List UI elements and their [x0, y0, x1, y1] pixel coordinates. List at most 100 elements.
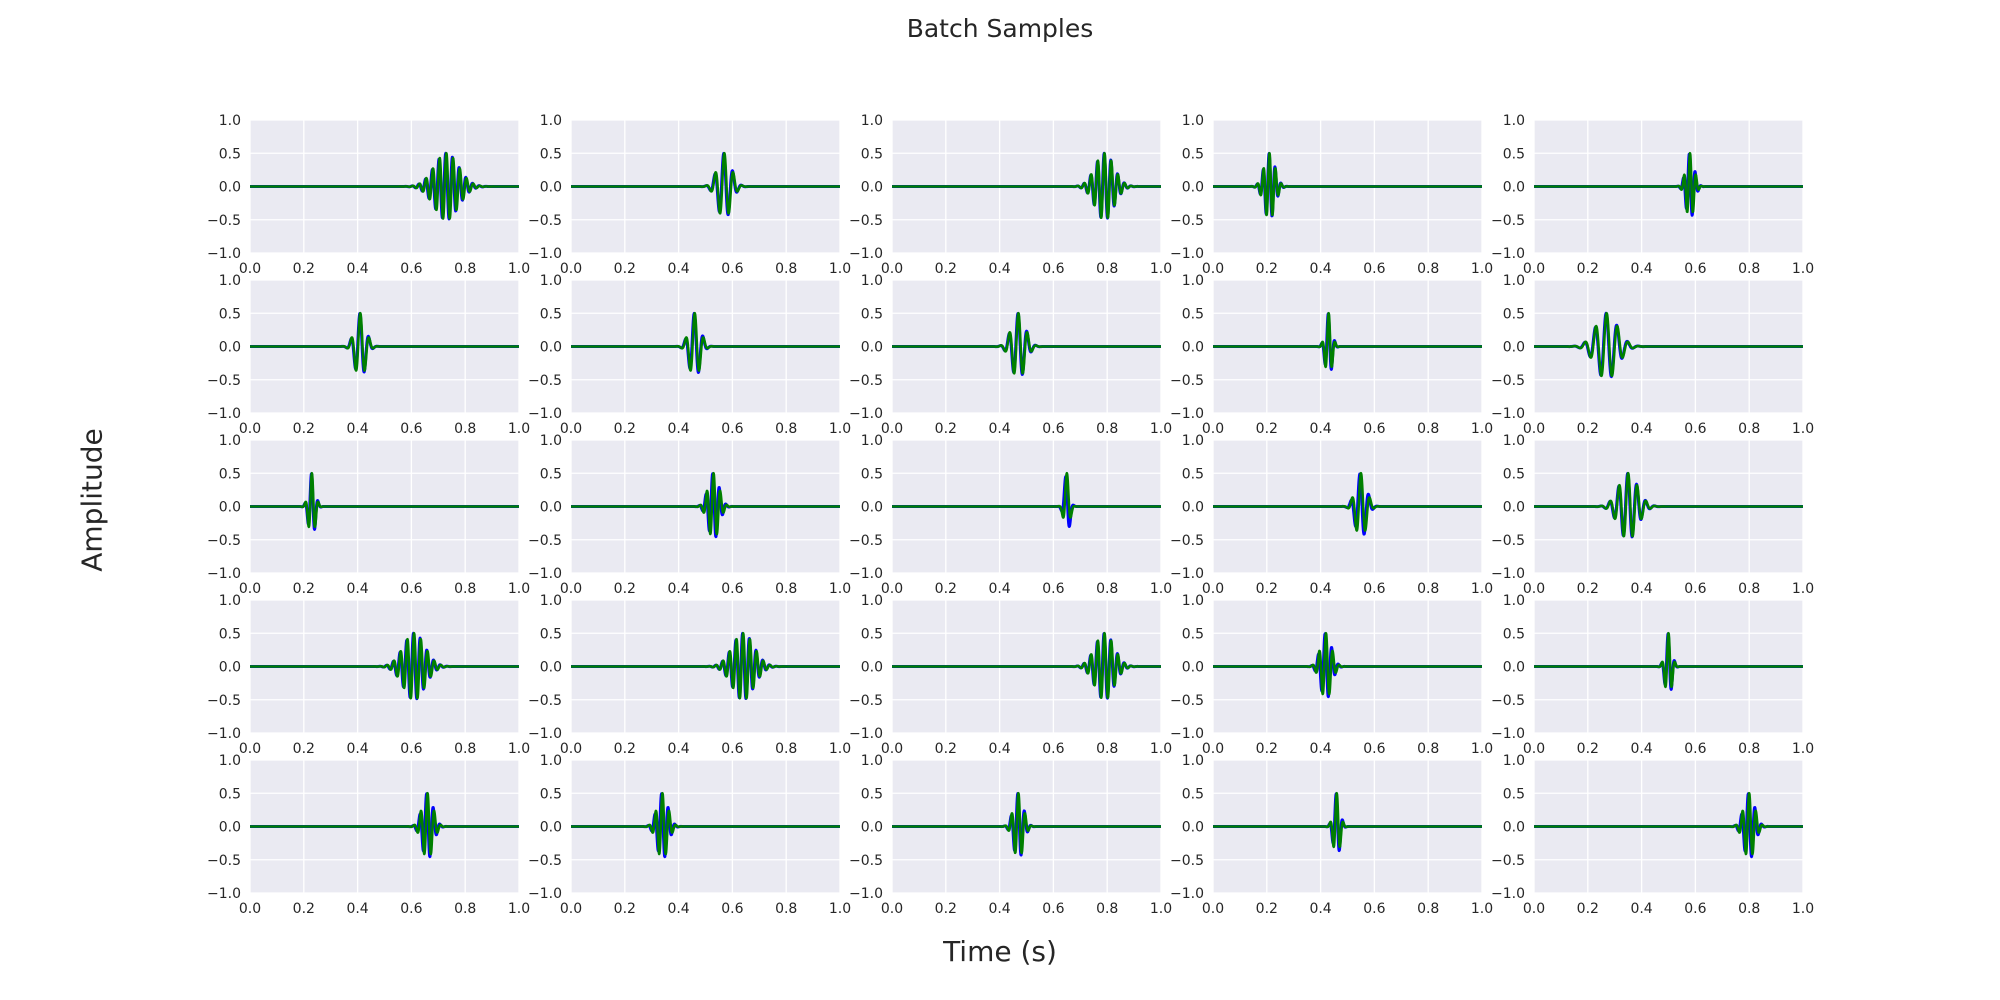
x-tick-label: 0.0 [239, 421, 261, 437]
y-tick-label: −0.5 [1491, 693, 1525, 709]
series-line-green [891, 791, 1162, 855]
subplot-13: 0.0 0.2 0.4 0.6 0.8 1.0 1.0 0.5 0.0 −0.5 −1.0 [849, 433, 1172, 597]
x-tick-label: 0.6 [721, 901, 743, 917]
y-tick-label: 0.5 [540, 146, 562, 162]
series-line-green [570, 791, 841, 856]
x-tick-label: 1.0 [1792, 901, 1814, 917]
x-tick-label: 0.6 [1042, 581, 1064, 597]
y-tick-label: −1.0 [528, 246, 562, 262]
y-tick-label: 0.5 [1182, 626, 1204, 642]
y-tick-label: 0.5 [861, 626, 883, 642]
y-tick-label: −0.5 [207, 533, 241, 549]
x-tick-label: 0.8 [454, 421, 476, 437]
y-tick-label: −1.0 [1491, 886, 1525, 902]
subplot-8: 0.0 0.2 0.4 0.6 0.8 1.0 1.0 0.5 0.0 −0.5 −1.0 [849, 273, 1172, 437]
x-tick-label: 0.6 [1684, 741, 1706, 757]
x-tick-label: 0.4 [667, 901, 689, 917]
y-tick-label: −0.5 [528, 213, 562, 229]
y-tick-label: 0.0 [1182, 340, 1204, 356]
y-tick-label: 0.0 [861, 500, 883, 516]
x-tick-label: 0.4 [667, 581, 689, 597]
y-tick-label: −1.0 [849, 246, 883, 262]
x-tick-label: 0.6 [400, 421, 422, 437]
y-tick-label: 0.5 [219, 626, 241, 642]
x-tick-label: 1.0 [1150, 421, 1172, 437]
series-line-green [1212, 471, 1483, 532]
x-tick-label: 0.2 [614, 901, 636, 917]
series-line-green [1212, 311, 1483, 369]
y-tick-label: 1.0 [1182, 433, 1204, 449]
x-tick-label: 0.8 [454, 261, 476, 277]
x-tick-label: 0.2 [293, 901, 315, 917]
y-tick-label: −1.0 [207, 246, 241, 262]
subplot-11: 0.0 0.2 0.4 0.6 0.8 1.0 1.0 0.5 0.0 −0.5 −1.0 [207, 433, 530, 597]
y-tick-label: 0.5 [219, 146, 241, 162]
series-line-green [570, 311, 841, 372]
y-tick-label: 0.5 [540, 466, 562, 482]
x-tick-label: 0.4 [667, 261, 689, 277]
x-tick-label: 1.0 [1471, 901, 1493, 917]
y-tick-label: 1.0 [540, 753, 562, 769]
series-line-green [1212, 791, 1483, 849]
x-tick-label: 1.0 [508, 741, 530, 757]
x-tick-label: 0.0 [239, 901, 261, 917]
x-tick-label: 0.8 [454, 581, 476, 597]
x-tick-label: 0.6 [400, 741, 422, 757]
x-tick-label: 0.2 [1577, 741, 1599, 757]
y-tick-label: −1.0 [1491, 726, 1525, 742]
x-tick-label: 0.0 [1523, 261, 1545, 277]
x-tick-label: 0.0 [881, 901, 903, 917]
x-tick-label: 0.4 [988, 421, 1010, 437]
y-tick-label: 0.5 [861, 146, 883, 162]
y-tick-label: −0.5 [1170, 693, 1204, 709]
x-tick-label: 0.4 [1309, 741, 1331, 757]
y-tick-label: −0.5 [1170, 853, 1204, 869]
y-tick-label: 0.5 [861, 786, 883, 802]
x-tick-label: 1.0 [508, 261, 530, 277]
x-tick-label: 1.0 [1471, 741, 1493, 757]
x-tick-label: 0.6 [721, 741, 743, 757]
x-tick-label: 0.8 [1096, 901, 1118, 917]
x-tick-label: 0.6 [1684, 421, 1706, 437]
x-tick-label: 0.0 [1523, 581, 1545, 597]
x-tick-label: 0.8 [1417, 261, 1439, 277]
x-tick-label: 0.4 [346, 421, 368, 437]
y-tick-label: −0.5 [528, 373, 562, 389]
x-tick-label: 0.8 [1738, 421, 1760, 437]
y-tick-label: −0.5 [207, 373, 241, 389]
series-line-green [1533, 631, 1804, 689]
x-tick-label: 0.8 [775, 741, 797, 757]
x-tick-label: 0.0 [560, 581, 582, 597]
y-tick-label: 1.0 [219, 113, 241, 129]
y-tick-label: 1.0 [540, 593, 562, 609]
x-tick-label: 0.2 [1577, 421, 1599, 437]
x-tick-label: 0.2 [935, 261, 957, 277]
series-line-green [1533, 151, 1804, 214]
x-tick-label: 0.8 [454, 901, 476, 917]
x-tick-label: 0.2 [293, 741, 315, 757]
x-tick-label: 0.8 [1417, 581, 1439, 597]
y-tick-label: −1.0 [849, 886, 883, 902]
y-tick-label: −0.5 [849, 373, 883, 389]
y-tick-label: 1.0 [1182, 593, 1204, 609]
y-tick-label: 1.0 [861, 753, 883, 769]
series-line-green [891, 151, 1162, 220]
x-tick-label: 0.4 [1309, 261, 1331, 277]
x-tick-label: 0.0 [560, 261, 582, 277]
y-tick-label: −0.5 [1170, 213, 1204, 229]
y-tick-label: −1.0 [207, 566, 241, 582]
y-tick-label: 0.0 [1503, 660, 1525, 676]
x-tick-label: 0.2 [935, 581, 957, 597]
x-tick-label: 0.2 [1256, 421, 1278, 437]
series-line-green [891, 631, 1162, 700]
y-tick-label: −1.0 [849, 566, 883, 582]
subplot-6: 0.0 0.2 0.4 0.6 0.8 1.0 1.0 0.5 0.0 −0.5 −1.0 [207, 273, 530, 437]
y-tick-label: 1.0 [219, 593, 241, 609]
series-line-green [249, 311, 520, 372]
y-tick-label: 1.0 [1503, 593, 1525, 609]
series-line-green [1212, 151, 1483, 217]
y-tick-label: −1.0 [1491, 566, 1525, 582]
y-tick-label: −0.5 [1491, 213, 1525, 229]
x-tick-label: 0.0 [1523, 741, 1545, 757]
